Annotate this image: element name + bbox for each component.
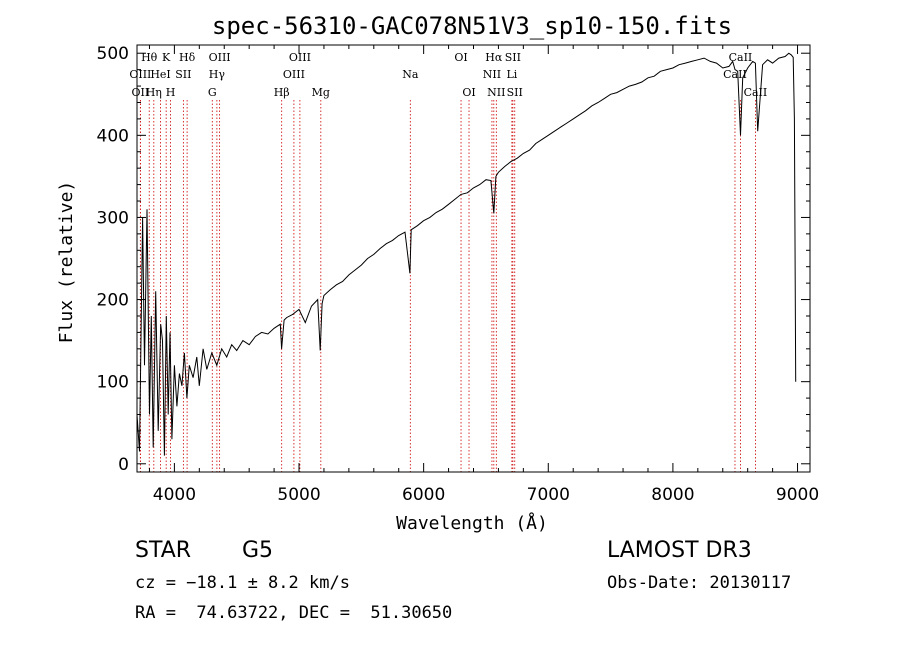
survey-name: LAMOST DR3	[607, 538, 752, 563]
line-label-mg: Mg	[312, 86, 330, 99]
line-label-sii: SII	[505, 51, 521, 64]
line-label-hη: Hη	[146, 86, 162, 99]
object-class: STAR	[135, 538, 192, 563]
y-tick-label: 200	[97, 291, 129, 311]
x-axis-label: Wavelength (Å)	[396, 512, 548, 534]
line-label-oiii: OIII	[129, 68, 151, 81]
y-axis-label: Flux (relative)	[56, 181, 77, 344]
line-label-caii: CaII	[744, 86, 768, 99]
chart-title: spec-56310-GAC078N51V3_sp10-150.fits	[212, 12, 732, 40]
line-label-hθ: Hθ	[141, 51, 158, 64]
line-label-na: Na	[402, 68, 419, 81]
line-label-hα: Hα	[485, 51, 503, 64]
line-label-sii: SII	[175, 68, 191, 81]
y-tick-label: 100	[97, 373, 129, 393]
y-tick-label: 0	[118, 455, 129, 475]
line-label-g: G	[208, 86, 217, 99]
x-tick-label: 8000	[651, 485, 694, 505]
line-label-sii: SII	[507, 86, 523, 99]
line-label-nii: NII	[487, 86, 505, 99]
line-label-h: H	[166, 86, 176, 99]
coordinates: RA = 74.63722, DEC = 51.30650	[135, 603, 453, 623]
x-tick-label: 7000	[527, 485, 570, 505]
y-tick-label: 500	[97, 44, 129, 64]
spectral-line-markers: OII OIII Hθ Hη HeI K H SII Hδ G Hγ OIII Hβ OIII OIII Mg…	[129, 51, 767, 472]
x-tick-label: 5000	[277, 485, 320, 505]
line-label-caii: CaII	[729, 51, 753, 64]
observation-date: Obs-Date: 20130117	[607, 573, 792, 593]
line-label-hei: HeI	[150, 68, 170, 81]
redshift-velocity: cz = −18.1 ± 8.2 km/s	[135, 573, 350, 593]
x-tick-label: 4000	[153, 485, 196, 505]
flux-series-line	[136, 52, 797, 456]
line-label-hδ: Hδ	[179, 51, 196, 64]
y-axis: 0 100 200 300 400 500	[97, 44, 810, 475]
line-label-nii: NII	[483, 68, 501, 81]
object-subclass: G5	[242, 538, 274, 563]
line-label-k: K	[162, 51, 171, 64]
line-label-oiii: OIII	[283, 68, 305, 81]
line-label-hβ: Hβ	[274, 86, 290, 99]
y-tick-label: 400	[97, 126, 129, 146]
plot-frame	[136, 44, 811, 473]
x-axis: 4000 5000 6000 7000 8000 9000	[148, 45, 819, 505]
line-label-oiii: OIII	[209, 51, 231, 64]
line-label-oi: OI	[462, 86, 475, 99]
x-tick-label: 6000	[402, 485, 445, 505]
line-label-oi: OI	[454, 51, 467, 64]
line-label-oii: OII	[132, 86, 150, 99]
x-tick-label: 9000	[776, 485, 819, 505]
y-tick-label: 300	[97, 208, 129, 228]
line-label-caii: CaII	[723, 68, 747, 81]
line-label-li: Li	[506, 68, 517, 81]
line-label-oiii: OIII	[289, 51, 311, 64]
line-label-hγ: Hγ	[209, 68, 226, 81]
